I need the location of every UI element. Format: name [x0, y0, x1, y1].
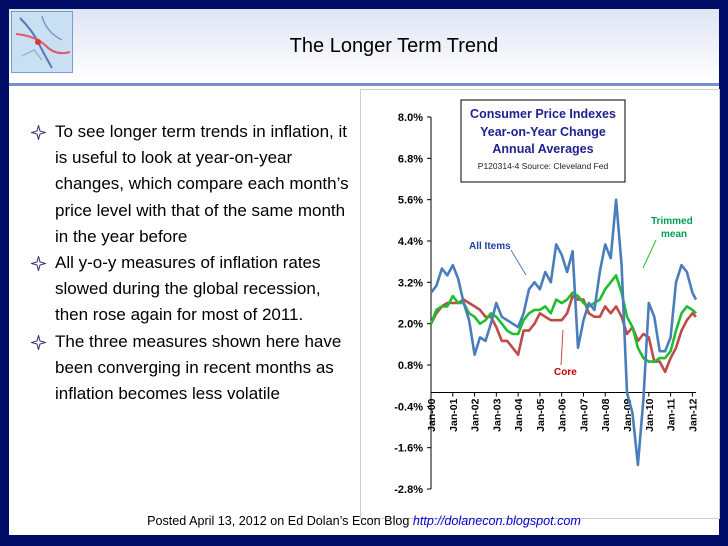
map-logo-icon	[11, 11, 73, 73]
annotation-trimmed-mean-box	[643, 210, 715, 246]
bullet-text: All y-o-y measures of inflation rates sl…	[55, 253, 321, 325]
series-line-trimmed-mean	[429, 274, 697, 363]
x-tick-label: Jan-03	[491, 398, 503, 431]
x-tick-label: Jan-12	[687, 398, 699, 431]
four-point-star-icon	[31, 256, 46, 272]
x-tick-label: Jan-01	[448, 398, 460, 431]
y-tick-label: 3.2%	[398, 277, 423, 289]
y-tick-label: 2.0%	[398, 319, 423, 331]
y-tick-label: -0.4%	[394, 401, 423, 413]
x-tick-label: Jan-06	[557, 398, 569, 431]
footer: Posted April 13, 2012 on Ed Dolan’s Econ…	[9, 514, 719, 528]
x-axis: Jan-00 Jan-01 Jan-02 Jan-03 Jan-04 Jan-05 Jan-…	[426, 392, 699, 432]
y-tick-label: -2.8%	[394, 484, 423, 496]
x-tick-label: Jan-08	[600, 398, 612, 431]
chart-source-note: P120314-4 Source: Cleveland Fed	[478, 161, 609, 171]
annotation-trimmed-mean-pointer	[642, 239, 657, 269]
title-divider	[9, 83, 719, 86]
bullet-text: To see longer term trends in inflation, …	[55, 122, 349, 246]
bullet-text: The three measures shown here have been …	[55, 331, 342, 404]
x-tick-label: Jan-04	[513, 398, 525, 431]
bullet-item: To see longer term trends in inflation, …	[31, 119, 356, 250]
y-tick-label: 5.6%	[398, 195, 423, 207]
y-tick-label: 6.8%	[398, 153, 423, 165]
chart-subtitle-line-1: Year-on-Year Change	[480, 125, 606, 139]
header-band	[9, 9, 719, 81]
annotation-mean: mean	[661, 229, 687, 240]
bullet-list: To see longer term trends in inflation, …	[31, 119, 356, 407]
series-line-all-items	[429, 198, 698, 467]
x-tick-label: Jan-11	[666, 398, 678, 431]
footer-link[interactable]: http://dolanecon.blogspot.com	[412, 514, 581, 528]
y-tick-label: -1.6%	[394, 443, 423, 455]
bullet-item: The three measures shown here have been …	[31, 329, 356, 408]
y-axis: 8.0% 6.8% 5.6% 4.4% 3.2% 2.0% 0.8% -0.4% -1.6% -2…	[394, 112, 432, 496]
series-lines	[429, 198, 698, 467]
y-tick-label: 0.8%	[398, 360, 423, 372]
annotation-trimmed: Trimmed	[651, 216, 693, 227]
x-tick-label: Jan-00	[426, 398, 438, 431]
annotation-all-items: All Items	[469, 241, 511, 252]
annotation-core-pointer	[560, 329, 564, 366]
chart-panel: 8.0% 6.8% 5.6% 4.4% 3.2% 2.0% 0.8% -0.4% -1.6% -2…	[360, 89, 720, 519]
x-tick-label: Jan-05	[535, 398, 547, 431]
chart-subtitle-line-2: Annual Averages	[492, 142, 593, 156]
annotation-core: Core	[554, 367, 577, 378]
four-point-star-icon	[31, 334, 46, 350]
y-tick-label: 4.4%	[398, 236, 423, 248]
four-point-star-icon	[31, 125, 46, 140]
x-tick-label: Jan-07	[578, 398, 590, 431]
x-tick-label: Jan-10	[644, 398, 656, 431]
series-line-core	[429, 294, 697, 374]
footer-text: Posted April 13, 2012 on Ed Dolan’s Econ…	[147, 514, 410, 528]
slide-title: The Longer Term Trend	[289, 35, 499, 57]
y-tick-label: 8.0%	[398, 112, 423, 124]
inflation-line-chart: 8.0% 6.8% 5.6% 4.4% 3.2% 2.0% 0.8% -0.4% -1.6% -2…	[394, 99, 715, 496]
annotation-all-items-pointer	[510, 249, 527, 276]
chart-title-box	[460, 99, 626, 183]
x-tick-label: Jan-02	[470, 398, 482, 431]
bullet-item: All y-o-y measures of inflation rates sl…	[31, 250, 356, 329]
chart-title: Consumer Price Indexes	[470, 107, 616, 121]
slide: The Longer Term Trend To see longer term…	[9, 9, 720, 535]
